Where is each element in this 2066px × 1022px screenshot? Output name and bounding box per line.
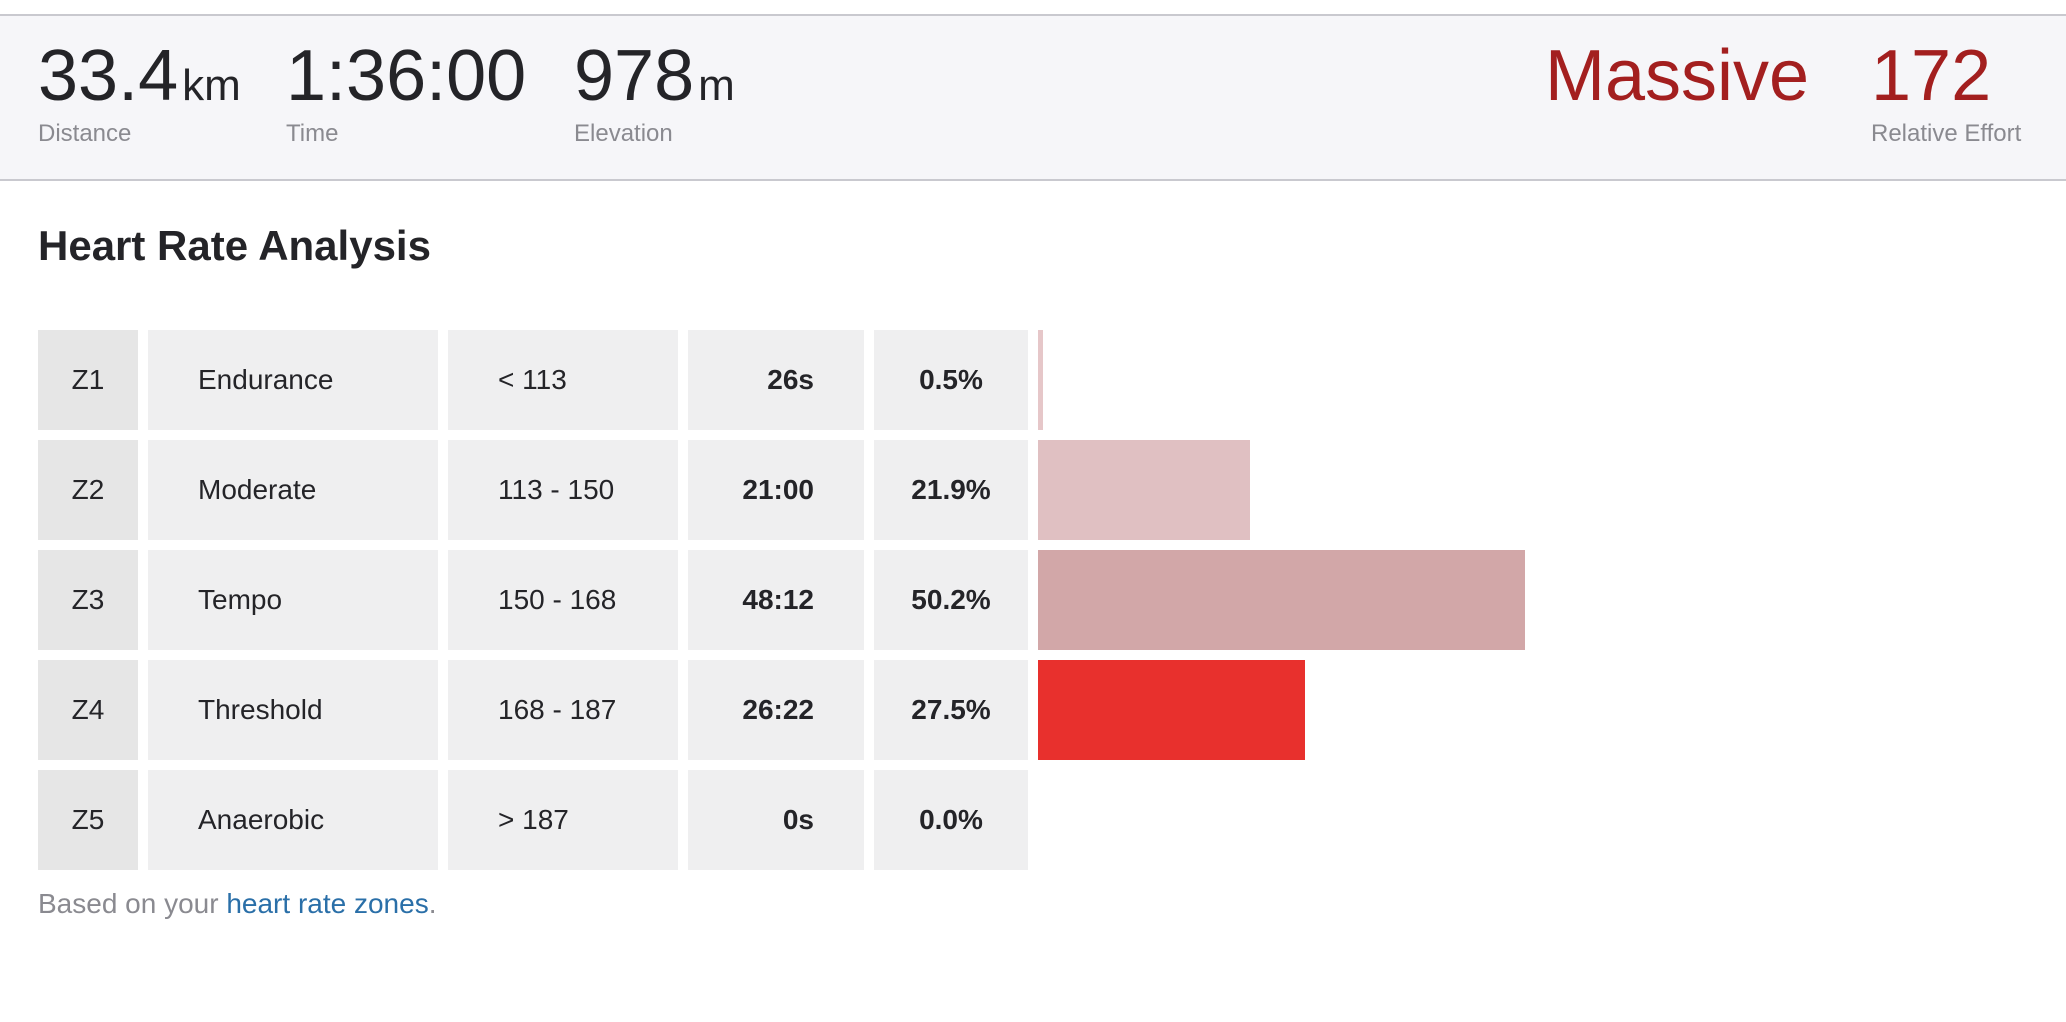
zone-row: Z5 Anaerobic > 187 0s 0.0% xyxy=(38,770,1938,870)
zone-label: Z2 xyxy=(38,440,138,540)
section-title: Heart Rate Analysis xyxy=(38,222,431,269)
zone-label: Z5 xyxy=(38,770,138,870)
zone-percent: 0.5% xyxy=(874,330,1028,430)
zone-bar-track xyxy=(1038,440,1938,540)
zone-range: 168 - 187 xyxy=(448,660,678,760)
activity-stats-bar: 33.4 km Distance 1:36:00 Time 978 m Elev… xyxy=(0,14,2066,181)
footnote-prefix: Based on your xyxy=(38,888,227,919)
zone-bar-track xyxy=(1038,770,1938,870)
zone-range: 113 - 150 xyxy=(448,440,678,540)
heart-rate-zones-link[interactable]: heart rate zones xyxy=(226,888,429,919)
zone-range: < 113 xyxy=(448,330,678,430)
zone-label: Z4 xyxy=(38,660,138,760)
intensity-value: Massive xyxy=(1545,36,1810,116)
zone-bar-track xyxy=(1038,660,1938,760)
zone-range: > 187 xyxy=(448,770,678,870)
zone-label: Z1 xyxy=(38,330,138,430)
heart-rate-zone-table: Z1 Endurance < 113 26s 0.5% Z2 Moderate 113 - 1… xyxy=(38,330,1938,880)
elevation-value: 978 xyxy=(574,36,695,116)
distance-value: 33.4 xyxy=(38,36,179,116)
zone-name: Anaerobic xyxy=(148,770,438,870)
zone-label: Z3 xyxy=(38,550,138,650)
zone-percent: 21.9% xyxy=(874,440,1028,540)
stat-time: 1:36:00 Time xyxy=(286,36,526,148)
zone-time: 0s xyxy=(688,770,864,870)
footnote-suffix: . xyxy=(428,888,437,919)
relative-effort-value: 172 xyxy=(1871,36,1992,116)
stat-distance: 33.4 km Distance xyxy=(38,36,241,148)
zone-name: Endurance xyxy=(148,330,438,430)
zone-name: Moderate xyxy=(148,440,438,540)
zone-bar xyxy=(1038,550,1525,650)
zone-bar xyxy=(1038,660,1305,760)
zone-time: 21:00 xyxy=(688,440,864,540)
footnote: Based on your heart rate zones. xyxy=(38,888,436,920)
stat-elevation: 978 m Elevation xyxy=(574,36,735,148)
zone-range: 150 - 168 xyxy=(448,550,678,650)
zone-row: Z1 Endurance < 113 26s 0.5% xyxy=(38,330,1938,430)
zone-time: 26:22 xyxy=(688,660,864,760)
zone-row: Z4 Threshold 168 - 187 26:22 27.5% xyxy=(38,660,1938,760)
zone-bar-track xyxy=(1038,330,1938,430)
zone-name: Tempo xyxy=(148,550,438,650)
zone-row: Z2 Moderate 113 - 150 21:00 21.9% xyxy=(38,440,1938,540)
zone-row: Z3 Tempo 150 - 168 48:12 50.2% xyxy=(38,550,1938,650)
zone-percent: 50.2% xyxy=(874,550,1028,650)
zone-bar xyxy=(1038,440,1250,540)
zone-name: Threshold xyxy=(148,660,438,760)
zone-percent: 27.5% xyxy=(874,660,1028,760)
elevation-label: Elevation xyxy=(574,120,673,147)
zone-time: 26s xyxy=(688,330,864,430)
relative-effort-label: Relative Effort xyxy=(1871,120,2022,147)
distance-label: Distance xyxy=(38,120,132,147)
elevation-unit: m xyxy=(698,61,735,110)
time-value: 1:36:00 xyxy=(286,36,527,116)
stat-relative-effort: 172 Relative Effort xyxy=(1871,36,2021,148)
zone-percent: 0.0% xyxy=(874,770,1028,870)
zone-bar xyxy=(1038,330,1043,430)
time-label: Time xyxy=(286,120,339,147)
distance-unit: km xyxy=(182,61,241,110)
zone-time: 48:12 xyxy=(688,550,864,650)
stat-intensity: Massive xyxy=(1545,36,1809,116)
zone-bar-track xyxy=(1038,550,1938,650)
